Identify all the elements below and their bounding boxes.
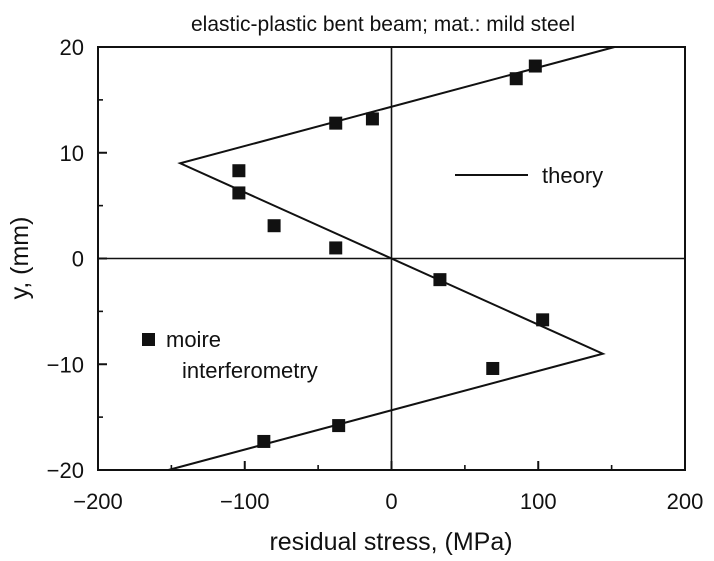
x-tick-label: 0 — [385, 489, 397, 514]
x-axis: −200 −100 0 100 200 — [73, 461, 703, 514]
legend-moire-marker — [142, 333, 155, 346]
y-tick-label: −10 — [47, 352, 84, 377]
legend-moire-label-line-1: moire — [166, 327, 221, 352]
data-point-moire — [232, 186, 246, 200]
legend-theory: theory — [455, 163, 603, 188]
y-axis-label: y, (mm) — [6, 217, 34, 300]
data-point-moire — [329, 241, 343, 255]
x-tick-label: 100 — [520, 489, 557, 514]
y-tick-label: 0 — [72, 247, 84, 272]
series-theory-line — [168, 46, 615, 471]
y-tick-label: 20 — [60, 35, 84, 60]
data-point-moire — [329, 116, 343, 130]
data-point-moire — [536, 313, 550, 327]
y-tick-label: −20 — [47, 458, 84, 483]
data-point-moire — [332, 419, 346, 433]
data-point-moire — [365, 112, 379, 126]
data-point-moire — [486, 361, 500, 375]
series-layer — [168, 46, 615, 471]
x-axis-label: residual stress, (MPa) — [269, 528, 512, 556]
x-tick-label: 200 — [667, 489, 704, 514]
data-point-moire — [433, 273, 447, 287]
legend-theory-label: theory — [542, 163, 603, 188]
x-tick-label: −100 — [220, 489, 270, 514]
chart-title: elastic-plastic bent beam; mat.: mild st… — [191, 13, 575, 36]
legend-moire: moire interferometry — [142, 327, 318, 383]
data-point-moire — [232, 164, 246, 178]
data-point-moire — [509, 72, 523, 86]
legend-moire-label-line-2: interferometry — [182, 358, 318, 383]
x-tick-label: −200 — [73, 489, 123, 514]
data-point-moire — [528, 59, 542, 73]
data-point-moire — [267, 219, 281, 233]
y-axis: −20 −10 0 10 20 — [47, 35, 107, 483]
y-tick-label: 10 — [60, 141, 84, 166]
data-point-moire — [257, 434, 271, 448]
